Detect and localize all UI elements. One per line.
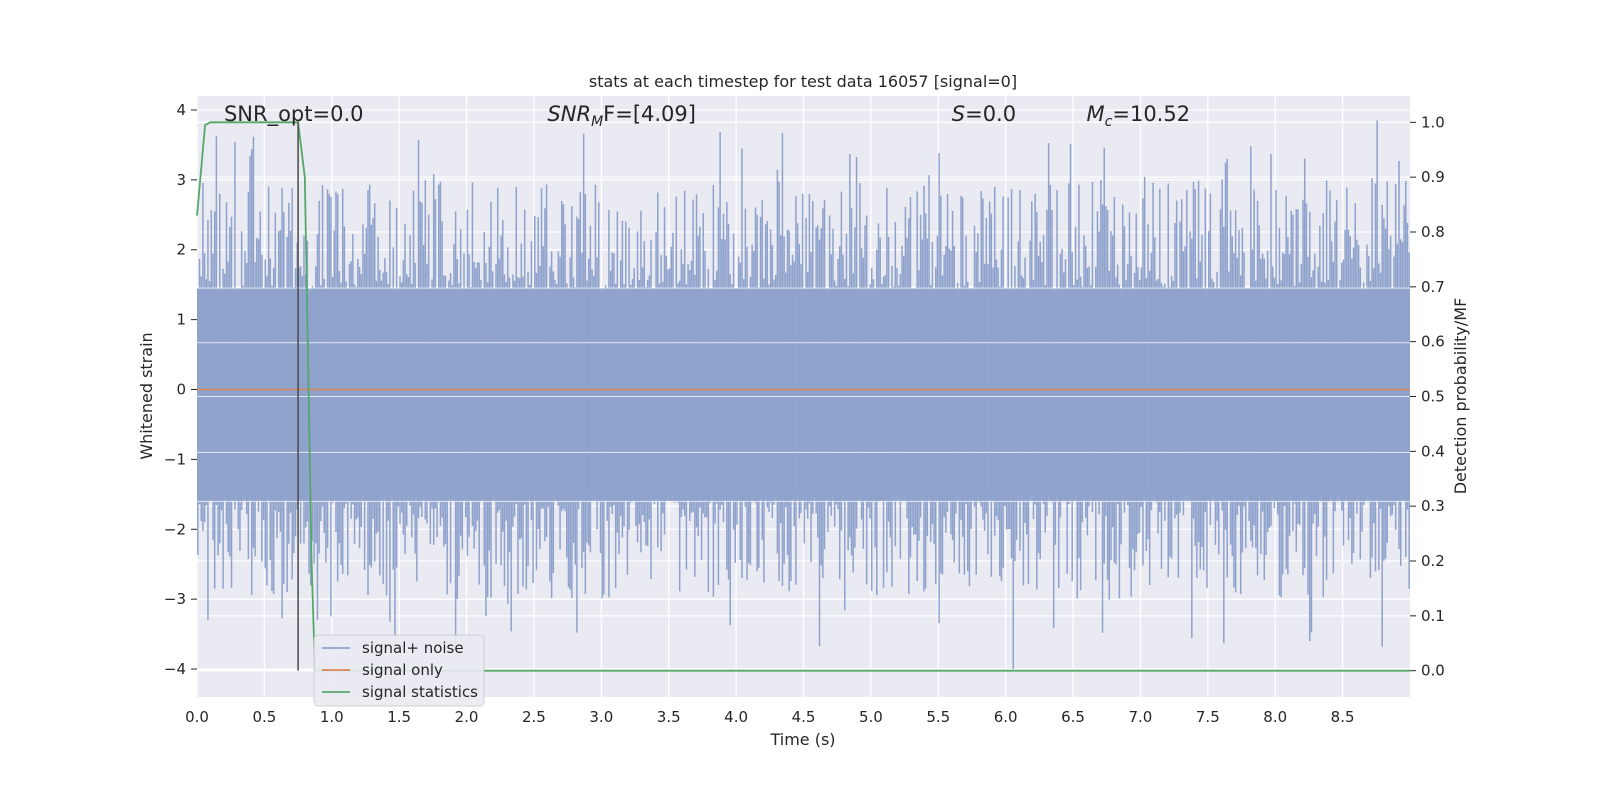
annotation: SNR_opt=0.0 [224,102,364,127]
annotation-sub: c [1105,114,1113,130]
x-tick-label: 1.5 [387,708,411,726]
annotation-main: M [1087,102,1105,126]
y2-tick-label: 0.4 [1421,442,1445,460]
x-tick-label: 2.5 [522,708,546,726]
y2-tick-label: 0.2 [1421,552,1445,570]
y-axis-left: −4 −3 −2 −1 0 1 2 3 4 [164,101,197,678]
annotation: SNRMF=[4.09] [547,102,696,130]
x-tick-label: 3.0 [589,708,613,726]
y-tick-label: 2 [176,241,186,259]
y2-tick-label: 0.8 [1421,223,1445,241]
x-tick-label: 7.5 [1196,708,1220,726]
legend: signal+ noise signal only signal statistic… [313,634,485,707]
chart-title: stats at each timestep for test data 160… [589,72,1017,91]
x-tick-label: 7.0 [1129,708,1153,726]
x-tick-label: 8.5 [1331,708,1355,726]
y2-tick-label: 0.6 [1421,333,1445,351]
signal-noise-series [197,120,1410,670]
legend-label: signal only [362,661,443,679]
x-tick-label: 4.0 [724,708,748,726]
y-tick-label: 4 [176,101,186,119]
x-tick-label: 5.0 [859,708,883,726]
annotation-tail: =10.52 [1112,102,1190,126]
x-tick-label: 0.5 [252,708,276,726]
legend-box [313,634,485,707]
x-tick-label: 1.0 [320,708,344,726]
y2-tick-label: 1.0 [1421,113,1445,131]
y2-tick-label: 0.9 [1421,168,1445,186]
y-tick-label: 1 [176,311,186,329]
annotation-sub: M [591,114,603,130]
y-tick-label: −4 [164,660,186,678]
annotation-tail: =0.0 [965,102,1016,126]
legend-label: signal+ noise [362,639,464,657]
x-tick-label: 6.5 [1061,708,1085,726]
x-tick-label: 8.0 [1263,708,1287,726]
y-tick-label: 3 [176,171,186,189]
x-tick-label: 2.0 [455,708,479,726]
legend-label: signal statistics [362,683,478,701]
x-tick-label: 4.5 [792,708,816,726]
x-axis-label: Time (s) [769,730,835,749]
y2-tick-label: 0.0 [1421,662,1445,680]
annotation-tail: F=[4.09] [603,102,696,126]
y2-axis-label: Detection probability/MF [1451,298,1470,495]
y-tick-label: −2 [164,520,186,538]
annotation-main: S [952,102,965,126]
noise-core [197,288,1410,502]
y-axis-right: 0.0 0.1 0.2 0.3 0.4 0.5 0.6 0.7 0.8 0.9 1.0 [1410,113,1445,680]
y2-tick-label: 0.7 [1421,278,1445,296]
x-axis: 0.0 0.5 1.0 1.5 2.0 2.5 3.0 3.5 4.0 4.5 5.0 5.5 6.0 6… [185,708,1354,726]
annotation-main: SNR_opt=0.0 [224,102,364,127]
x-tick-label: 6.0 [994,708,1018,726]
x-tick-label: 5.5 [926,708,950,726]
x-tick-label: 3.5 [657,708,681,726]
y-tick-label: −1 [164,450,186,468]
y-tick-label: −3 [164,590,186,608]
y2-tick-label: 0.3 [1421,497,1445,515]
x-tick-label: 0.0 [185,708,209,726]
annotation: Mc=10.52 [1087,102,1191,130]
series-lines [196,121,1410,672]
annotation-main: SNR [547,102,591,126]
signal-statistics-line [196,121,1410,672]
y2-tick-label: 0.1 [1421,607,1445,625]
y-tick-label: 0 [176,381,186,399]
annotations: SNR_opt=0.0 SNRMF=[4.09] S=0.0 Mc=10.52 [224,102,1190,130]
annotation: S=0.0 [952,102,1016,126]
y-axis-label: Whitened strain [137,332,156,459]
y2-tick-label: 0.5 [1421,388,1445,406]
